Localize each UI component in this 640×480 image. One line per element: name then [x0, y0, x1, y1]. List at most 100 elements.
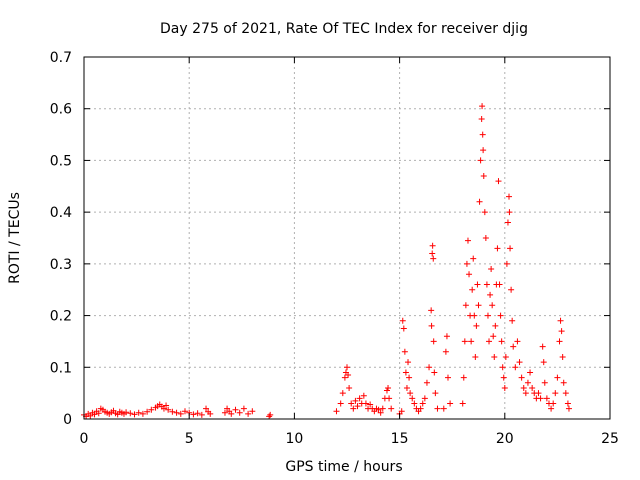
data-point	[550, 400, 557, 407]
data-point	[432, 390, 439, 397]
data-point	[411, 400, 418, 407]
axis-ticks: 0 5 10 15 20 25 0 0.1 0.2 0.3 0.4 0.5 0.6 0.7	[50, 50, 619, 447]
data-point	[409, 395, 416, 402]
y-tick-label: 0.4	[50, 205, 72, 221]
data-point	[540, 359, 547, 366]
data-point	[548, 405, 555, 412]
data-point	[123, 409, 130, 416]
data-point	[337, 400, 344, 407]
data-point	[236, 409, 243, 416]
data-point	[487, 291, 494, 298]
data-point	[496, 281, 503, 288]
data-point	[91, 411, 98, 418]
data-point	[245, 410, 252, 417]
data-point	[484, 312, 491, 319]
data-point	[341, 374, 348, 381]
data-point	[543, 395, 550, 402]
data-point	[516, 359, 523, 366]
data-point	[491, 353, 498, 360]
data-point	[87, 412, 94, 419]
x-tick-label: 5	[185, 431, 194, 447]
data-point	[509, 317, 516, 324]
grid-lines	[84, 57, 610, 419]
data-point	[95, 410, 102, 417]
data-point	[144, 408, 151, 415]
data-point	[447, 400, 454, 407]
data-point	[362, 400, 369, 407]
data-point	[350, 405, 357, 412]
data-point	[522, 390, 529, 397]
data-point	[386, 395, 393, 402]
data-point	[417, 405, 424, 412]
data-point	[524, 379, 531, 386]
data-point	[160, 405, 167, 412]
data-point	[529, 384, 536, 391]
plot-frame	[83, 56, 611, 420]
data-point	[461, 338, 468, 345]
data-point	[399, 317, 406, 324]
data-point	[403, 384, 410, 391]
data-point	[131, 411, 138, 418]
data-point	[444, 374, 451, 381]
data-point	[483, 281, 490, 288]
data-point	[377, 409, 384, 416]
x-tick-label: 10	[285, 431, 303, 447]
data-point	[499, 364, 506, 371]
data-point	[480, 172, 487, 179]
data-point	[471, 312, 478, 319]
data-point	[459, 400, 466, 407]
data-point	[352, 397, 359, 404]
data-point	[407, 390, 414, 397]
y-tick-label: 0	[63, 412, 72, 428]
data-point	[565, 405, 572, 412]
data-point	[468, 338, 475, 345]
data-point	[510, 343, 517, 350]
data-point	[479, 103, 486, 110]
y-tick-label: 0.7	[50, 50, 72, 66]
data-point	[423, 379, 430, 386]
data-point	[198, 411, 205, 418]
data-point	[440, 405, 447, 412]
data-point	[333, 408, 340, 415]
data-point	[470, 255, 477, 262]
data-point	[514, 338, 521, 345]
data-point	[379, 405, 386, 412]
data-point	[430, 338, 437, 345]
data-point	[385, 384, 392, 391]
data-point	[462, 302, 469, 309]
data-point	[518, 374, 525, 381]
y-tick-label: 0.6	[50, 102, 72, 118]
data-point	[221, 409, 228, 416]
data-point	[512, 364, 519, 371]
data-point	[406, 374, 413, 381]
data-point	[419, 400, 426, 407]
data-point	[203, 405, 210, 412]
x-axis-label: GPS time / hours	[285, 459, 402, 475]
data-point	[388, 405, 395, 412]
data-point	[506, 193, 513, 200]
data-point	[429, 242, 436, 249]
data-point	[163, 402, 170, 409]
data-point	[434, 405, 441, 412]
data-point	[558, 328, 565, 335]
data-point	[402, 369, 409, 376]
data-point	[173, 409, 180, 416]
data-point	[375, 406, 382, 413]
data-point	[501, 384, 508, 391]
data-point	[504, 219, 511, 226]
data-point	[181, 408, 188, 415]
data-point	[500, 374, 507, 381]
data-point	[463, 260, 470, 267]
y-axis-label: ROTI / TECUs	[7, 192, 23, 284]
data-point	[346, 384, 353, 391]
data-point	[360, 392, 367, 399]
data-point	[541, 379, 548, 386]
data-point	[480, 147, 487, 154]
data-point	[490, 333, 497, 340]
data-point	[367, 401, 374, 408]
data-point	[473, 322, 480, 329]
data-point	[498, 338, 505, 345]
data-point	[564, 400, 571, 407]
